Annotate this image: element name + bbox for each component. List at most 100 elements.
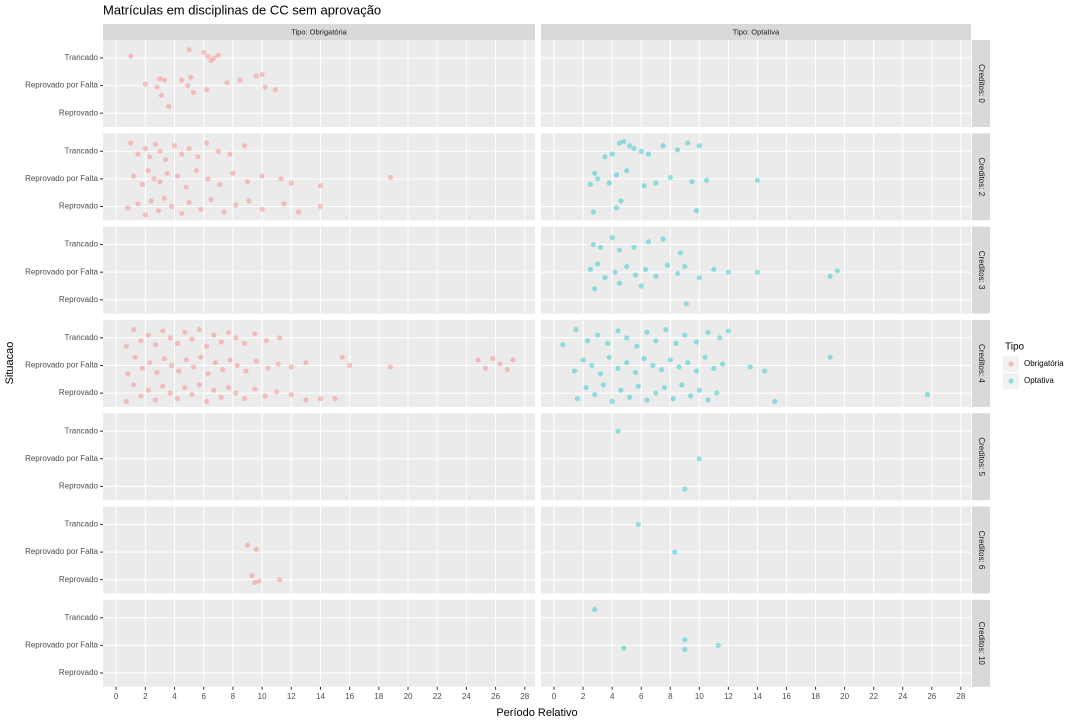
point [157, 148, 163, 154]
x-tick-label: 20 [840, 692, 849, 701]
point [592, 170, 598, 176]
row-strip [972, 599, 990, 687]
point [606, 354, 612, 360]
point [587, 181, 593, 187]
y-axis-label: Situacao [4, 342, 16, 385]
x-tick-label: 16 [345, 692, 354, 701]
point [621, 138, 627, 145]
x-tick-label: 6 [639, 692, 644, 701]
point [674, 270, 681, 277]
point [155, 208, 162, 214]
point [262, 393, 268, 399]
point [670, 396, 676, 402]
point [705, 397, 711, 403]
point [152, 397, 159, 403]
row-strip [972, 40, 990, 127]
row-strip-label: Creditos: 3 [977, 251, 986, 290]
point [673, 340, 679, 346]
point [627, 143, 633, 149]
point [504, 367, 510, 373]
point [211, 55, 217, 61]
point [189, 336, 195, 342]
x-tick-label: 28 [520, 692, 529, 701]
legend-title: Tipo [1005, 342, 1025, 353]
point [717, 335, 723, 341]
point [602, 154, 608, 160]
point [147, 360, 153, 366]
point [259, 71, 265, 78]
point [187, 74, 194, 80]
point [616, 280, 623, 286]
y-tick-label: Trancado [65, 613, 99, 622]
point [685, 140, 691, 146]
x-tick-label: 26 [927, 692, 936, 701]
row-strip [972, 133, 990, 221]
point [218, 394, 224, 400]
point [584, 338, 591, 344]
point [660, 236, 666, 242]
x-tick-label: 10 [258, 692, 267, 701]
column-strip-label: Tipo: Obrigatória [291, 27, 347, 36]
point [696, 275, 702, 281]
point [711, 266, 717, 273]
point [696, 456, 702, 462]
point [215, 148, 221, 154]
point [660, 143, 666, 149]
point [259, 206, 265, 212]
point [263, 338, 270, 344]
point [317, 203, 324, 210]
point [674, 147, 681, 153]
point [682, 332, 688, 338]
point [754, 269, 761, 275]
point [224, 80, 230, 86]
row-strip-label: Creditos: 5 [977, 437, 986, 476]
point [653, 180, 659, 186]
point [688, 393, 694, 399]
point [634, 343, 640, 349]
y-tick-label: Trancado [65, 53, 99, 62]
point [653, 390, 659, 396]
legend-label: Obrigatória [1024, 359, 1064, 368]
point [621, 645, 627, 651]
point [182, 384, 188, 391]
point [632, 369, 639, 375]
point [303, 360, 309, 366]
point [612, 269, 618, 275]
legend-key [1003, 373, 1019, 389]
y-tick-label: Reprovado [59, 481, 99, 490]
point [142, 212, 148, 218]
point [682, 646, 688, 653]
point [616, 140, 623, 146]
row-strip [972, 319, 990, 407]
point [237, 77, 243, 83]
panel [541, 599, 971, 687]
point [602, 275, 608, 281]
panel [103, 226, 535, 314]
point [183, 184, 189, 190]
row-strip-label: Creditos: 0 [977, 64, 986, 103]
point [574, 396, 580, 402]
x-tick-label: 0 [552, 692, 557, 701]
point [208, 196, 214, 203]
point [233, 202, 239, 208]
x-tick-label: 12 [287, 692, 296, 701]
point [653, 273, 659, 279]
point [252, 331, 258, 337]
x-tick-label: 14 [316, 692, 325, 701]
point [145, 387, 151, 393]
x-tick-label: 2 [143, 692, 148, 701]
x-tick-label: 24 [898, 692, 907, 701]
point [179, 77, 185, 83]
point [624, 264, 630, 270]
point [597, 371, 604, 377]
chart-title: Matrículas em disciplinas de CC sem apro… [103, 2, 381, 17]
point [696, 387, 702, 393]
point [332, 396, 338, 402]
point [317, 183, 324, 189]
point [217, 181, 223, 187]
point [387, 364, 394, 370]
point [182, 329, 188, 335]
y-tick-label: Reprovado por Falta [25, 81, 98, 90]
point [161, 195, 167, 201]
point [631, 244, 637, 250]
